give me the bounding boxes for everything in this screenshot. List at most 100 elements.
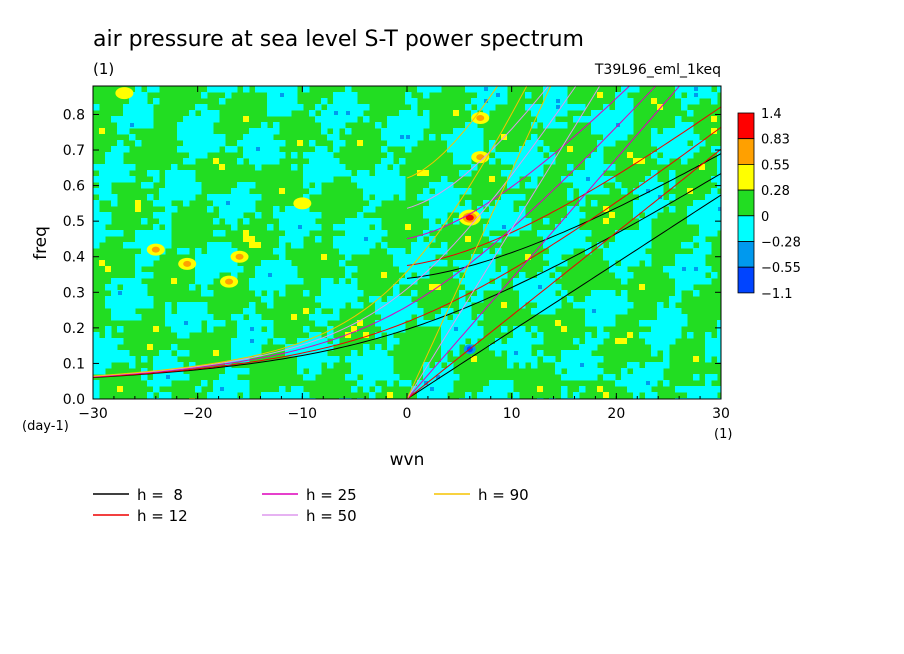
- field-cell-low: [165, 194, 172, 201]
- field-cell-low: [621, 188, 628, 195]
- field-cell-high: [249, 242, 255, 248]
- field-cell-lower: [226, 201, 230, 205]
- field-cell-low: [219, 260, 226, 267]
- field-cell-low: [375, 188, 382, 195]
- field-cell-low: [555, 248, 562, 255]
- field-cell-low: [273, 284, 280, 291]
- field-cell-low: [381, 176, 388, 183]
- field-cell-low: [417, 314, 424, 321]
- field-cell-low: [609, 110, 616, 117]
- field-cell-low: [663, 128, 670, 135]
- field-cell-low: [171, 356, 178, 363]
- field-cell-lower: [694, 87, 698, 91]
- field-cell-low: [651, 170, 658, 177]
- field-cell-low: [105, 356, 112, 363]
- field-cell-low: [195, 122, 202, 129]
- field-cell-low: [687, 278, 694, 285]
- field-cell-low: [351, 218, 358, 225]
- field-cell-low: [177, 170, 184, 177]
- field-cell-low: [345, 224, 352, 231]
- field-cell-low: [285, 272, 292, 279]
- field-cell-low: [267, 110, 274, 117]
- field-cell-low: [417, 242, 424, 249]
- field-cell-low: [279, 272, 286, 279]
- field-cell-low: [171, 374, 178, 381]
- field-cell-low: [657, 200, 664, 207]
- field-cell-low: [495, 86, 502, 93]
- field-cell-low: [255, 272, 262, 279]
- field-cell-low: [393, 164, 400, 171]
- field-cell-low: [489, 98, 496, 105]
- x-unit-label: (1): [714, 427, 732, 442]
- field-cell-low: [489, 104, 496, 111]
- field-cell-low: [693, 272, 700, 279]
- field-cell-low: [261, 272, 268, 279]
- field-cell-low: [387, 302, 394, 309]
- field-cell-low: [573, 242, 580, 249]
- field-cell-low: [237, 326, 244, 333]
- field-cell-low: [393, 338, 400, 345]
- field-cell-low: [489, 266, 496, 273]
- field-cell-low: [219, 134, 226, 141]
- field-cell-low: [213, 200, 220, 207]
- field-cell-low: [399, 380, 406, 387]
- field-cell-low: [273, 338, 280, 345]
- field-cell-low: [123, 242, 130, 249]
- field-cell-low: [459, 302, 466, 309]
- field-cell-low: [249, 158, 256, 165]
- field-cell-low: [621, 92, 628, 99]
- field-cell-low: [159, 374, 166, 381]
- field-cell-low: [129, 314, 136, 321]
- field-cell-low: [201, 104, 208, 111]
- field-cell-high: [651, 98, 657, 104]
- field-cell-low: [609, 374, 616, 381]
- field-cell-low: [633, 188, 640, 195]
- field-cell-low: [441, 134, 448, 141]
- field-cell-lower: [658, 195, 662, 199]
- field-cell-low: [99, 362, 106, 369]
- field-cell-low: [585, 308, 592, 315]
- field-cell-low: [387, 308, 394, 315]
- field-cell-high: [627, 152, 633, 158]
- field-cell-high: [255, 242, 261, 248]
- field-cell-low: [507, 224, 514, 231]
- field-cell-low: [279, 266, 286, 273]
- field-cell-low: [279, 386, 286, 393]
- field-cell-low: [141, 272, 148, 279]
- field-cell-low: [159, 392, 166, 399]
- field-cell-low: [279, 152, 286, 159]
- field-cell-low: [177, 350, 184, 357]
- field-cell-low: [375, 194, 382, 201]
- field-cell-low: [231, 266, 238, 273]
- field-cell-low: [441, 338, 448, 345]
- field-cell-low: [645, 374, 652, 381]
- field-cell-low: [315, 152, 322, 159]
- field-cell-low: [351, 386, 358, 393]
- field-cell-low: [147, 194, 154, 201]
- field-cell-low: [699, 230, 706, 237]
- field-cell-low: [399, 140, 406, 147]
- field-cell-low: [183, 122, 190, 129]
- field-cell-low: [285, 218, 292, 225]
- field-cell-low: [387, 248, 394, 255]
- field-cell-lower: [556, 105, 560, 109]
- field-cell-low: [267, 284, 274, 291]
- field-cell-low: [543, 122, 550, 129]
- field-cell-low: [609, 116, 616, 123]
- field-cell-low: [195, 302, 202, 309]
- hotspot: [151, 246, 160, 253]
- field-cell-low: [129, 134, 136, 141]
- field-cell-low: [159, 194, 166, 201]
- field-cell-low: [111, 290, 118, 297]
- field-cell-low: [225, 374, 232, 381]
- field-cell-low: [591, 320, 598, 327]
- field-cell-low: [105, 158, 112, 165]
- field-cell-low: [351, 236, 358, 243]
- field-cell-low: [345, 284, 352, 291]
- field-cell-low: [411, 308, 418, 315]
- field-cell-low: [417, 272, 424, 279]
- field-cell-low: [171, 362, 178, 369]
- field-cell-low: [273, 86, 280, 93]
- field-cell-low: [525, 356, 532, 363]
- field-cell-low: [711, 188, 718, 195]
